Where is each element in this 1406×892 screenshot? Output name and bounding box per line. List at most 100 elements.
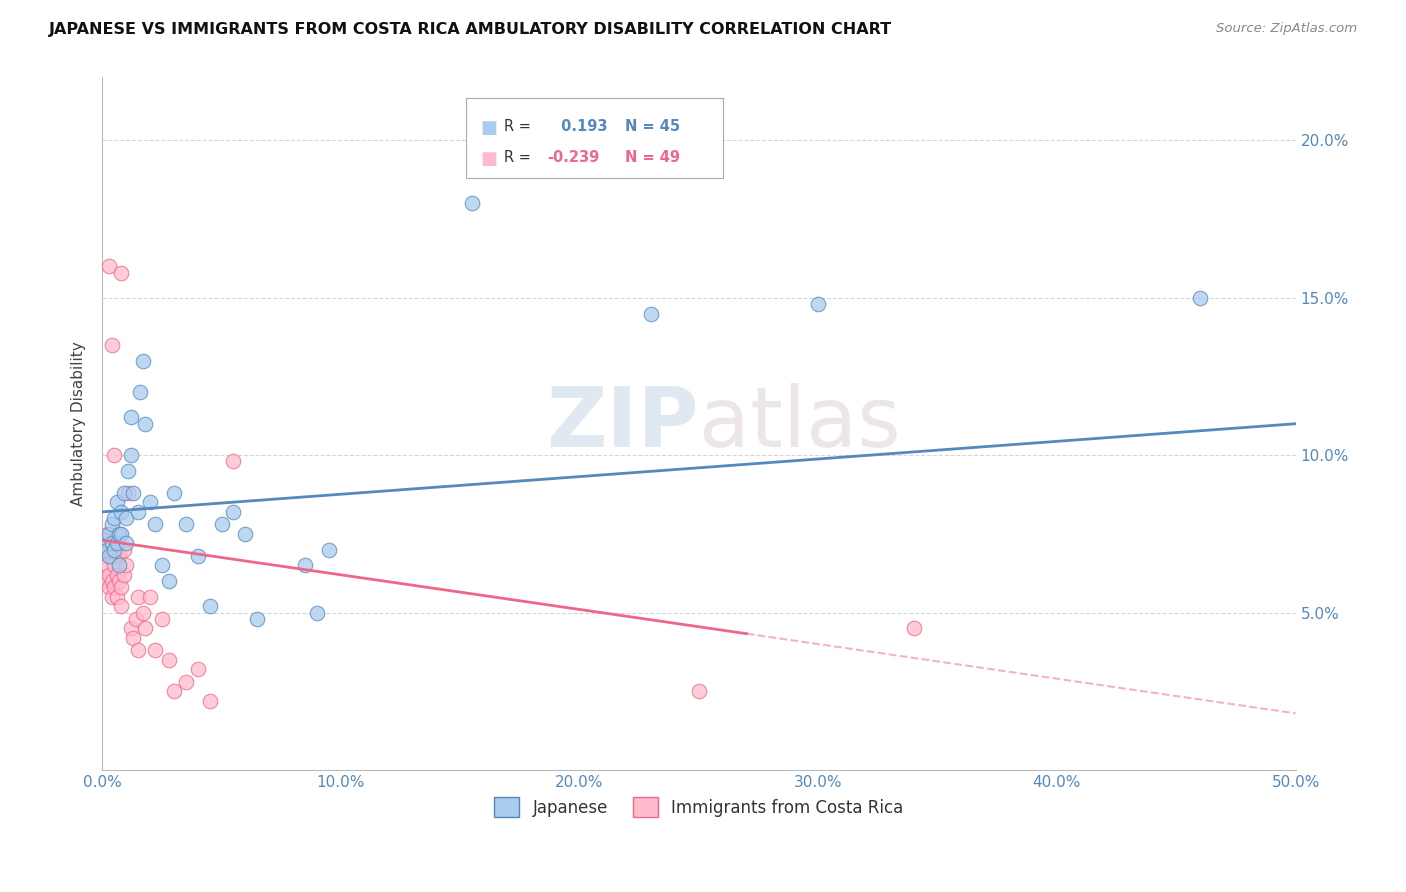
Point <box>132 353 155 368</box>
Point <box>129 385 152 400</box>
Point <box>807 297 830 311</box>
Point <box>110 266 132 280</box>
Point <box>100 574 122 588</box>
Point <box>105 590 128 604</box>
Point <box>93 549 115 563</box>
Point <box>105 536 128 550</box>
Text: R =: R = <box>505 119 536 134</box>
Point <box>117 486 139 500</box>
Text: -0.239: -0.239 <box>547 150 599 165</box>
Text: Source: ZipAtlas.com: Source: ZipAtlas.com <box>1216 22 1357 36</box>
Point <box>103 536 125 550</box>
Point <box>640 307 662 321</box>
Point <box>174 517 197 532</box>
Point <box>96 527 118 541</box>
Point <box>235 527 257 541</box>
Point <box>120 410 142 425</box>
Point <box>105 567 128 582</box>
Point <box>110 581 132 595</box>
Point <box>127 643 149 657</box>
Point <box>294 558 316 573</box>
Point <box>120 621 142 635</box>
Point <box>100 536 122 550</box>
Point <box>198 599 221 614</box>
Text: ■: ■ <box>481 119 498 137</box>
Point <box>96 542 118 557</box>
Legend: Japanese, Immigrants from Costa Rica: Japanese, Immigrants from Costa Rica <box>488 790 910 824</box>
Point <box>305 606 328 620</box>
Point <box>98 581 121 595</box>
Point <box>318 542 340 557</box>
Point <box>98 542 121 557</box>
Point <box>174 674 197 689</box>
Point <box>127 505 149 519</box>
Point <box>544 149 567 163</box>
Point <box>103 448 125 462</box>
Point <box>100 549 122 563</box>
Point <box>163 684 186 698</box>
Point <box>132 606 155 620</box>
Point <box>96 542 118 557</box>
Text: 0.193: 0.193 <box>555 119 607 134</box>
Point <box>93 574 115 588</box>
Point <box>211 517 233 532</box>
Text: N = 49: N = 49 <box>624 150 681 165</box>
Point <box>103 542 125 557</box>
Point <box>122 631 145 645</box>
Point <box>198 694 221 708</box>
Point <box>150 612 173 626</box>
Point <box>100 590 122 604</box>
FancyBboxPatch shape <box>467 98 723 178</box>
Text: JAPANESE VS IMMIGRANTS FROM COSTA RICA AMBULATORY DISABILITY CORRELATION CHART: JAPANESE VS IMMIGRANTS FROM COSTA RICA A… <box>49 22 893 37</box>
Point <box>108 527 131 541</box>
Point <box>222 454 245 468</box>
Point <box>461 196 484 211</box>
Point <box>110 599 132 614</box>
Point <box>105 495 128 509</box>
Point <box>187 549 209 563</box>
Point <box>115 536 138 550</box>
Point <box>187 662 209 676</box>
Point <box>110 505 132 519</box>
Point <box>246 612 269 626</box>
Point <box>98 527 121 541</box>
Point <box>134 417 156 431</box>
Point <box>157 574 180 588</box>
Point <box>688 684 710 698</box>
Point <box>134 621 156 635</box>
Point <box>108 558 131 573</box>
Text: atlas: atlas <box>699 384 901 464</box>
Text: ZIP: ZIP <box>547 384 699 464</box>
Point <box>112 542 135 557</box>
Point <box>100 517 122 532</box>
Point <box>122 486 145 500</box>
Point <box>103 558 125 573</box>
Point <box>222 505 245 519</box>
Text: R =: R = <box>505 150 536 165</box>
Point <box>127 590 149 604</box>
Point <box>115 558 138 573</box>
Point <box>1189 291 1212 305</box>
Point <box>98 549 121 563</box>
Point <box>157 653 180 667</box>
Point <box>120 448 142 462</box>
Y-axis label: Ambulatory Disability: Ambulatory Disability <box>72 342 86 506</box>
Point <box>110 527 132 541</box>
Point <box>98 260 121 274</box>
Point <box>115 511 138 525</box>
Point <box>103 511 125 525</box>
Point <box>105 542 128 557</box>
Text: ■: ■ <box>481 150 498 169</box>
Point <box>108 574 131 588</box>
Point <box>903 621 925 635</box>
Point <box>100 536 122 550</box>
Point <box>112 567 135 582</box>
Point <box>163 486 186 500</box>
Point <box>150 558 173 573</box>
Point <box>143 517 166 532</box>
Point <box>143 643 166 657</box>
Text: N = 45: N = 45 <box>624 119 681 134</box>
Point <box>117 464 139 478</box>
Point <box>96 558 118 573</box>
Point <box>112 486 135 500</box>
